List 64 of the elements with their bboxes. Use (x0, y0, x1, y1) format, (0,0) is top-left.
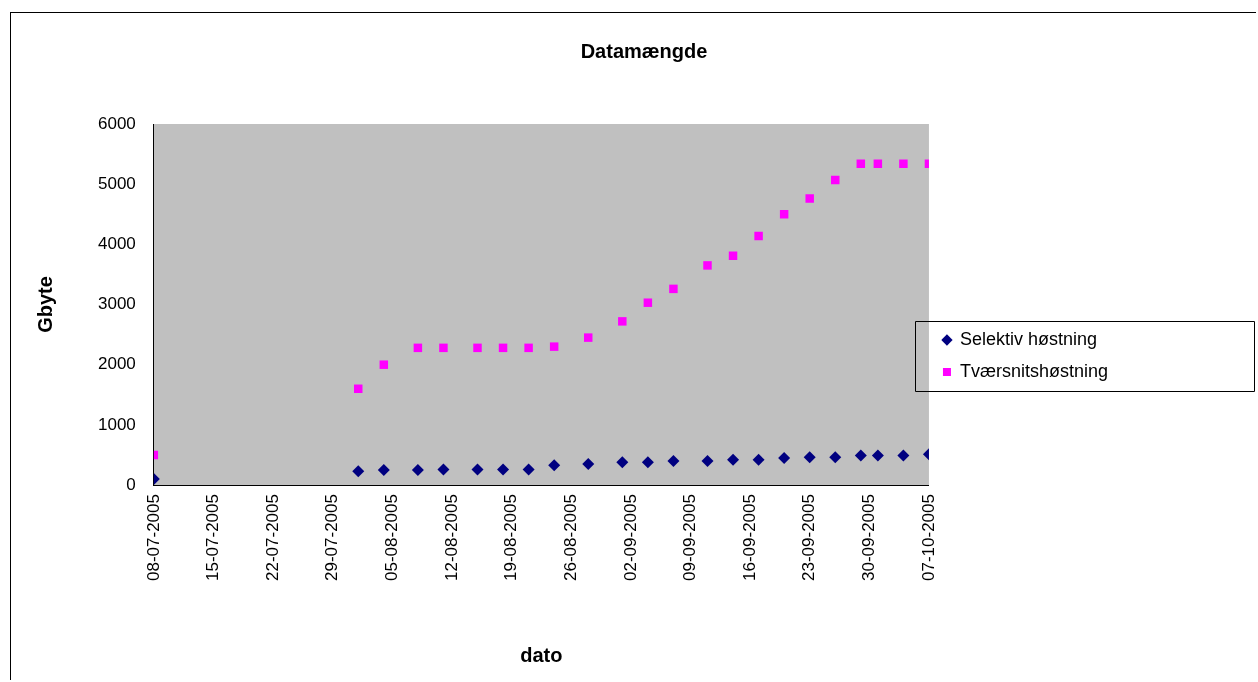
point (854, 449, 867, 462)
y-tick-label: 0 (126, 474, 136, 494)
x-tick-label: 19-08-2005 (501, 494, 521, 582)
point (873, 159, 883, 168)
y-axis-title: Gbyte (33, 276, 56, 333)
point (727, 453, 740, 466)
x-tick-label: 09-09-2005 (680, 494, 700, 582)
x-tick-label: 29-07-2005 (322, 494, 342, 582)
point (352, 465, 365, 478)
point (871, 449, 884, 462)
point (437, 463, 450, 476)
point (701, 454, 714, 467)
point (411, 464, 424, 476)
point (439, 343, 448, 353)
point (778, 451, 791, 464)
y-tick-label: 3000 (97, 294, 136, 314)
point (703, 261, 712, 270)
point (616, 456, 629, 469)
point (548, 459, 561, 472)
point (667, 454, 680, 467)
point (899, 159, 908, 168)
point (473, 343, 482, 353)
point (803, 451, 816, 464)
point (831, 175, 840, 185)
x-tick-label: 15-07-2005 (203, 494, 223, 582)
x-tick-label: 02-09-2005 (620, 494, 640, 582)
point (829, 451, 842, 464)
x-tick-label: 22-07-2005 (262, 494, 282, 582)
y-tick-label: 5000 (97, 173, 136, 193)
point (377, 464, 390, 476)
chart-title: Datamængde (580, 39, 708, 62)
y-tick-label: 4000 (97, 234, 136, 254)
point (643, 298, 653, 307)
x-tick-label: 16-09-2005 (739, 494, 759, 582)
x-tick-label: 05-08-2005 (382, 494, 402, 582)
x-tick-label: 12-08-2005 (441, 494, 461, 582)
x-tick-label: 08-07-2005 (143, 494, 163, 582)
point (897, 449, 910, 462)
x-axis-title: dato (520, 643, 563, 666)
point (379, 360, 389, 369)
point (522, 463, 535, 476)
x-tick-label: 07-10-2005 (918, 494, 938, 582)
point (471, 463, 484, 476)
point (805, 194, 814, 203)
point (641, 456, 654, 469)
point (779, 210, 789, 219)
legend-label: Tværsnitshøstning (959, 360, 1108, 381)
point (752, 453, 765, 466)
point (754, 231, 763, 241)
point (583, 333, 593, 342)
point (497, 463, 510, 476)
point (669, 284, 678, 294)
point (582, 457, 595, 470)
legend-label: Selektiv høstning (959, 328, 1098, 349)
x-tick-label: 30-09-2005 (859, 494, 879, 582)
point (856, 159, 866, 168)
y-tick-label: 1000 (97, 414, 136, 434)
y-tick-label: 6000 (97, 113, 136, 133)
y-tick-label: 2000 (97, 354, 136, 374)
x-tick-label: 23-09-2005 (799, 494, 819, 582)
point (618, 317, 627, 326)
point (549, 342, 559, 351)
x-tick-label: 26-08-2005 (560, 494, 580, 582)
point (524, 343, 533, 353)
